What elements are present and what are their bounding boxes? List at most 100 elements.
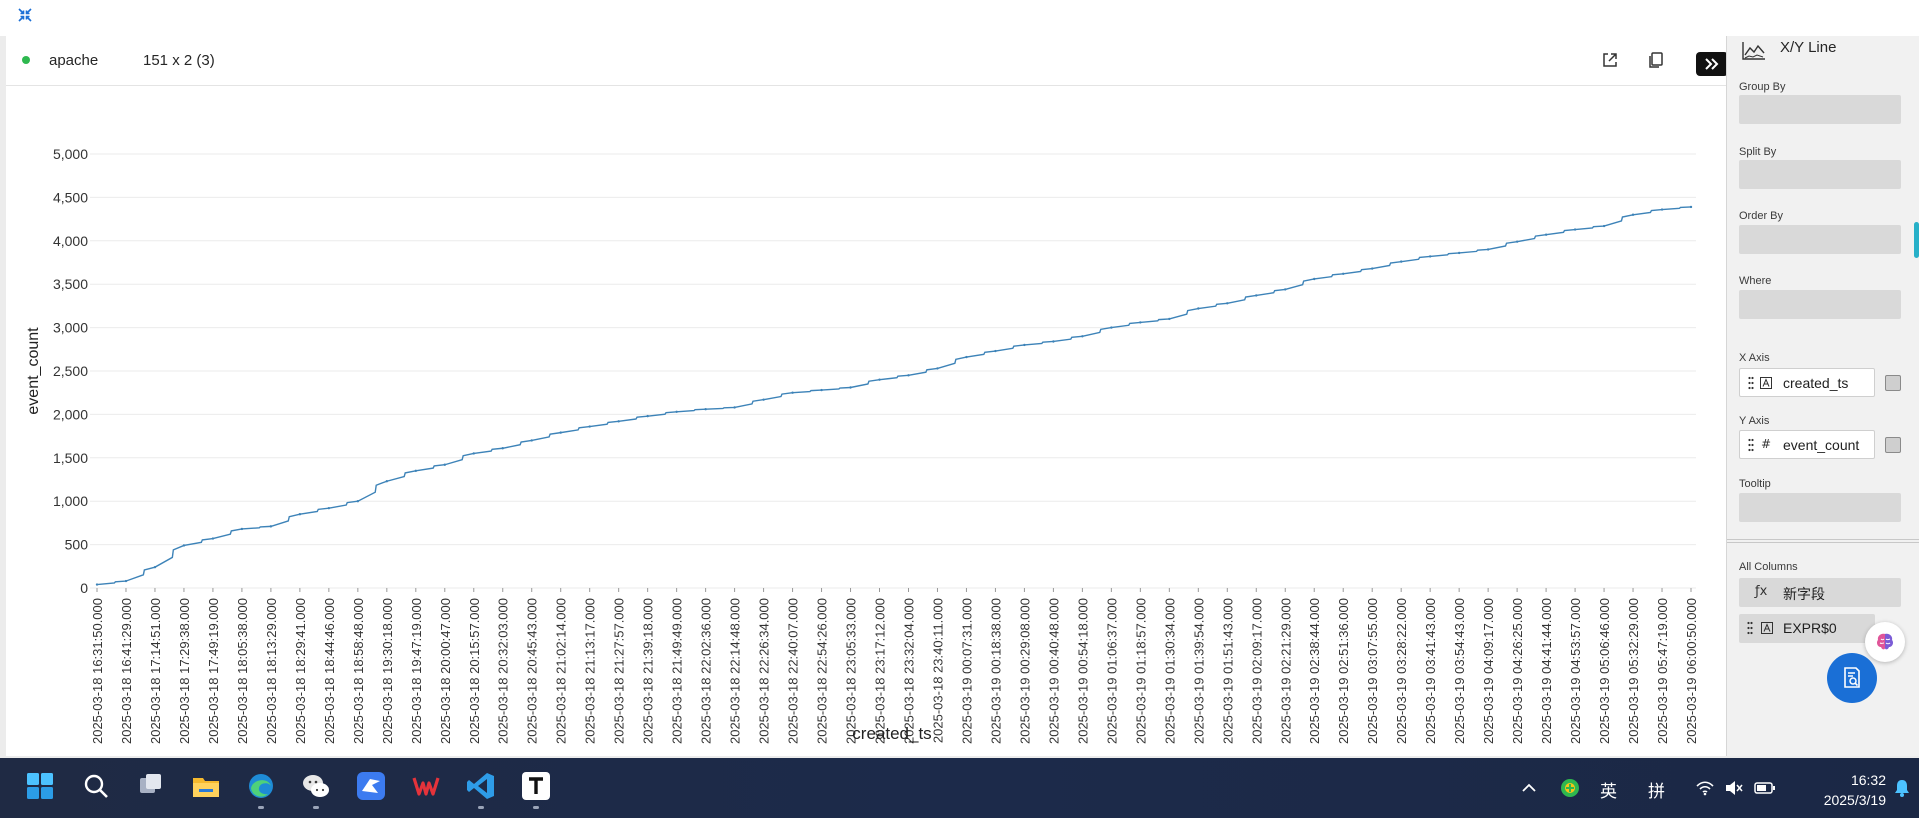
data-point[interactable] — [878, 378, 881, 381]
chart-type-label[interactable]: X/Y Line — [1780, 39, 1837, 56]
data-point[interactable] — [530, 439, 533, 442]
data-point[interactable] — [1631, 213, 1635, 216]
wifi-icon[interactable] — [1695, 780, 1715, 796]
open-external-icon[interactable] — [1600, 50, 1620, 70]
file-explorer-button[interactable] — [188, 768, 224, 804]
series-line-event-count[interactable] — [96, 206, 1692, 586]
data-point[interactable] — [762, 398, 765, 401]
drag-handle-icon[interactable] — [1748, 376, 1754, 390]
y-axis-options-toggle[interactable] — [1885, 437, 1901, 453]
data-point[interactable] — [907, 374, 910, 377]
data-point[interactable] — [1573, 228, 1577, 231]
data-point[interactable] — [1081, 335, 1084, 338]
data-point[interactable] — [733, 406, 736, 409]
data-point[interactable] — [443, 463, 446, 466]
data-point[interactable] — [1313, 277, 1316, 281]
data-point[interactable] — [1486, 248, 1490, 251]
wechat-button[interactable] — [298, 768, 334, 809]
data-point[interactable] — [704, 407, 707, 411]
data-point[interactable] — [1023, 343, 1026, 347]
sidebar-divider[interactable] — [1727, 539, 1919, 543]
collapse-icon[interactable] — [16, 6, 34, 24]
data-point[interactable] — [1197, 307, 1200, 310]
data-point[interactable] — [646, 414, 649, 418]
data-point[interactable] — [965, 355, 968, 359]
data-point[interactable] — [820, 388, 823, 392]
volume-muted-icon[interactable] — [1724, 780, 1744, 796]
data-point[interactable] — [1226, 302, 1229, 305]
data-point[interactable] — [1428, 255, 1432, 258]
data-point[interactable] — [1284, 288, 1287, 291]
data-point[interactable] — [849, 386, 852, 389]
clock-time[interactable]: 16:32 — [1850, 772, 1886, 788]
y-axis-field-pill[interactable]: # event_count — [1739, 430, 1875, 459]
data-point[interactable] — [1660, 208, 1664, 211]
notification-bell-icon[interactable] — [1893, 778, 1911, 798]
data-point[interactable] — [298, 513, 302, 516]
data-point[interactable] — [1371, 267, 1374, 270]
x-axis-field-pill[interactable]: created_ts — [1739, 368, 1875, 397]
copy-icon[interactable] — [1646, 50, 1666, 70]
column-item-expr0[interactable]: EXPR$0 — [1739, 614, 1875, 643]
data-point[interactable] — [414, 469, 417, 473]
data-point[interactable] — [182, 544, 186, 547]
expand-panel-button[interactable] — [1696, 52, 1728, 76]
data-point[interactable] — [936, 367, 939, 370]
data-point[interactable] — [153, 565, 157, 569]
data-point[interactable] — [994, 349, 997, 353]
taskbar-search[interactable] — [78, 768, 114, 804]
column-item-new-field[interactable]: ƒx 新字段 — [1739, 578, 1901, 607]
drag-handle-icon[interactable] — [1748, 438, 1754, 452]
data-point[interactable] — [617, 420, 620, 423]
data-point[interactable] — [472, 452, 475, 455]
ime-mode[interactable]: 拼 — [1648, 782, 1665, 802]
data-point[interactable] — [356, 500, 360, 503]
data-point[interactable] — [269, 525, 273, 528]
drag-handle-icon[interactable] — [1747, 621, 1753, 635]
data-point[interactable] — [1399, 260, 1403, 263]
data-point[interactable] — [385, 480, 389, 483]
data-point[interactable] — [327, 506, 331, 510]
data-point[interactable] — [95, 583, 99, 586]
data-point[interactable] — [211, 537, 215, 540]
ime-status-icon[interactable] — [1560, 778, 1580, 798]
vscode-button[interactable] — [463, 768, 499, 809]
sidebar-scrollbar[interactable] — [1914, 222, 1919, 258]
clock-date[interactable]: 2025/3/19 — [1823, 792, 1886, 808]
data-point[interactable] — [588, 425, 591, 428]
data-point[interactable] — [1168, 317, 1171, 321]
data-point[interactable] — [240, 527, 244, 531]
data-point[interactable] — [1139, 321, 1142, 324]
split-by-dropzone[interactable] — [1739, 160, 1901, 189]
data-point[interactable] — [501, 447, 504, 450]
query-inspect-button[interactable] — [1827, 653, 1877, 703]
data-point[interactable] — [1544, 233, 1548, 236]
wps-button[interactable] — [408, 768, 444, 804]
group-by-dropzone[interactable] — [1739, 95, 1901, 124]
data-point[interactable] — [1689, 205, 1693, 209]
data-point[interactable] — [1342, 272, 1345, 275]
data-point[interactable] — [1457, 251, 1461, 255]
data-point[interactable] — [791, 391, 794, 394]
data-point[interactable] — [1255, 294, 1258, 297]
x-axis-options-toggle[interactable] — [1885, 375, 1901, 391]
line-chart-type-icon[interactable] — [1741, 40, 1767, 62]
ime-language[interactable]: 英 — [1600, 782, 1617, 802]
data-point[interactable] — [1110, 326, 1113, 329]
feishu-button[interactable] — [353, 768, 389, 804]
typora-button[interactable] — [518, 768, 554, 809]
order-by-dropzone[interactable] — [1739, 225, 1901, 254]
data-point[interactable] — [124, 579, 128, 583]
start-button[interactable] — [22, 768, 58, 804]
ai-assistant-badge[interactable] — [1865, 622, 1905, 662]
data-point[interactable] — [1052, 340, 1055, 343]
data-point[interactable] — [559, 431, 562, 434]
task-view-button[interactable] — [133, 768, 169, 804]
where-dropzone[interactable] — [1739, 290, 1901, 319]
tooltip-dropzone[interactable] — [1739, 493, 1901, 522]
battery-icon[interactable] — [1754, 781, 1776, 795]
tray-overflow-icon[interactable] — [1521, 782, 1537, 794]
data-point[interactable] — [1515, 240, 1519, 243]
data-point[interactable] — [1602, 224, 1606, 228]
data-point[interactable] — [675, 410, 678, 413]
